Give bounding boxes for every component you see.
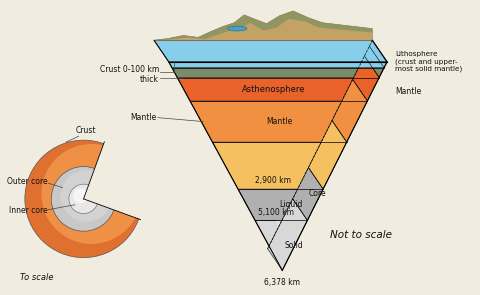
Text: Not to scale: Not to scale [330,230,392,240]
Polygon shape [293,168,323,220]
Circle shape [51,167,116,231]
Polygon shape [169,62,387,68]
Polygon shape [276,220,286,266]
Text: Lithosphere
(crust and upper-
most solid mantle): Lithosphere (crust and upper- most solid… [395,51,462,72]
Text: Core: Core [308,189,326,199]
Polygon shape [353,56,379,101]
Ellipse shape [228,26,247,31]
Text: 2,900 km: 2,900 km [255,176,291,185]
Text: Outer core: Outer core [7,177,48,186]
Polygon shape [177,78,379,101]
Polygon shape [309,121,347,189]
Circle shape [60,170,112,222]
Text: Inner core: Inner core [9,206,48,215]
Text: To scale: To scale [20,273,53,282]
Circle shape [69,184,98,214]
Text: Liquid: Liquid [279,200,302,209]
Circle shape [41,144,141,244]
Text: Crust: Crust [75,126,96,135]
Polygon shape [172,68,384,78]
Polygon shape [255,220,307,270]
Text: Asthenosphere: Asthenosphere [242,85,305,94]
Polygon shape [332,79,367,142]
Text: Crust 0-100 km
thick: Crust 0-100 km thick [100,65,159,84]
Text: 6,378 km: 6,378 km [264,278,300,287]
Circle shape [73,189,88,203]
Polygon shape [238,189,323,220]
Polygon shape [154,11,372,40]
Text: 5,100 km: 5,100 km [258,209,294,217]
Polygon shape [154,40,387,62]
Circle shape [25,140,142,258]
Polygon shape [154,11,372,40]
Text: Mantle: Mantle [266,117,292,126]
Text: Mantle: Mantle [395,87,421,96]
Polygon shape [213,142,347,189]
Text: Mantle: Mantle [131,113,157,122]
Polygon shape [370,40,387,68]
Text: Solid: Solid [284,241,303,250]
Polygon shape [364,46,384,78]
Polygon shape [190,101,367,142]
Polygon shape [267,199,307,270]
Wedge shape [84,142,144,220]
